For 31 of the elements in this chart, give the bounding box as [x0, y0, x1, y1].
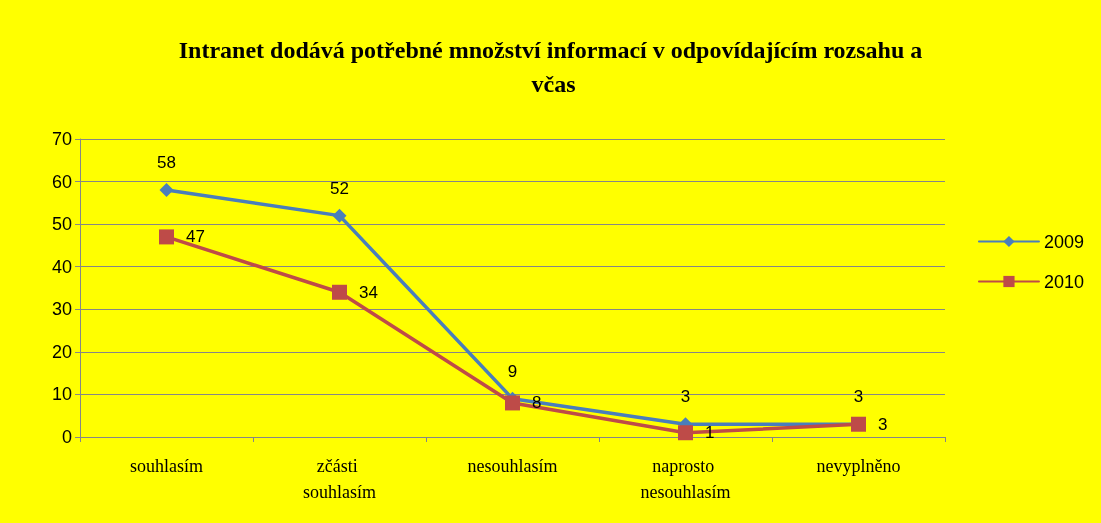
point [332, 208, 347, 223]
y-tick-label: 60 [51, 171, 72, 192]
chart-title: Intranet dodává potřebné množství informací v odpovídajícím rozsahu a včas [178, 37, 923, 97]
data-label: 3 [853, 387, 864, 407]
y-tick-label: 40 [51, 256, 72, 277]
x-tick-label: nevyplněno [816, 456, 901, 476]
point [332, 284, 347, 300]
data-label: 47 [186, 227, 205, 247]
point [505, 395, 520, 411]
x-tick-label: souhlasím [129, 456, 204, 476]
point [678, 425, 693, 441]
legend-label: 2009 [1043, 231, 1084, 252]
data-label: 1 [705, 423, 715, 443]
y-tick-label: 0 [61, 427, 72, 447]
data-label: 58 [157, 153, 176, 173]
x-tick-label: nesouhlasím [467, 456, 558, 476]
point [159, 183, 174, 198]
x-tick-label: zčásti souhlasím [302, 456, 377, 502]
y-tick-label: 30 [51, 299, 72, 320]
y-tick-label: 10 [51, 384, 72, 405]
data-label: 52 [330, 178, 349, 198]
x-tick-label: naprosto nesouhlasím [640, 456, 731, 502]
point [159, 229, 174, 245]
y-tick-label: 20 [51, 341, 72, 362]
y-tick-label: 50 [51, 214, 72, 235]
y-tick-label: 70 [51, 129, 72, 149]
legend-label: 2010 [1043, 271, 1084, 292]
data-label: 3 [878, 414, 888, 434]
data-label: 9 [507, 361, 518, 381]
data-label: 3 [680, 387, 691, 407]
data-label: 34 [359, 282, 378, 302]
